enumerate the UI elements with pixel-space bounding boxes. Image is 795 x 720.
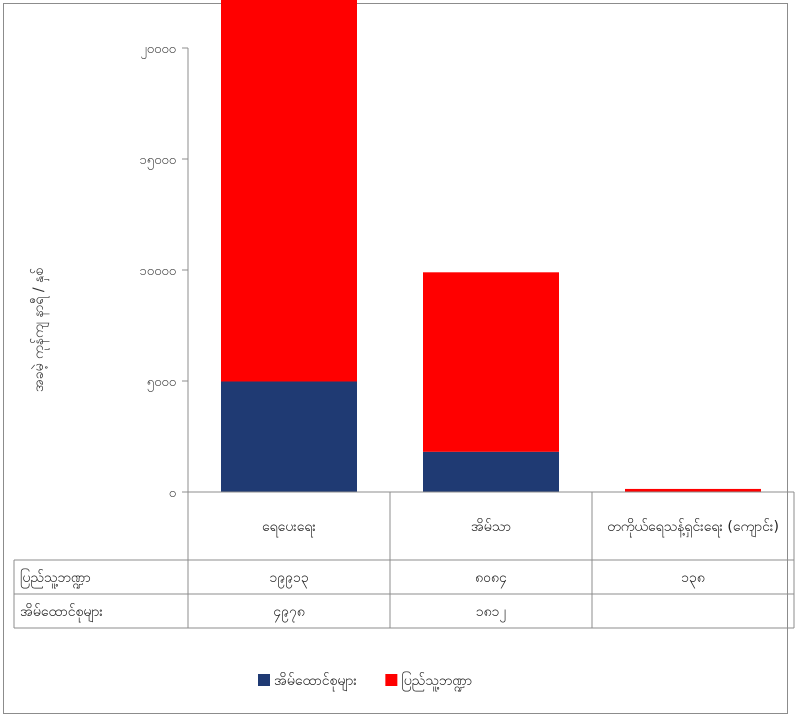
bar-segment <box>221 381 357 492</box>
bar-segment <box>221 0 357 382</box>
bar-segment <box>625 488 761 492</box>
bar-segment <box>423 272 559 452</box>
table-row-header: အိမ်ထောင်စုများ <box>20 604 103 622</box>
plot-area: ၀ ၅၀၀၀ ၁၀၀၀၀ ၁၅၀၀၀ ၂၀၀၀၀ <box>139 0 761 501</box>
table-row-header: ပြည်သူ့ဘဏ္ဍာ <box>20 569 91 588</box>
legend-swatch <box>258 674 270 686</box>
y-tick-label: ၁၅၀၀၀ <box>139 153 176 170</box>
table-cell: ၄၉၇၈ <box>273 604 305 622</box>
table-cell: ၁၈၁၂ <box>476 604 507 622</box>
category-label: ရေပေးရေး <box>262 519 316 537</box>
table-cell: ၁၉၉၁၃ <box>269 570 308 588</box>
table-cell: ၈၀၈၄ <box>475 570 507 588</box>
category-label: တကိုယ်ရေသန့်ရှင်းရေး (ကျောင်း) <box>607 519 779 537</box>
bar-segment <box>423 451 559 492</box>
y-tick-label: ၅၀၀၀ <box>147 375 176 392</box>
legend-label: ပြည်သူ့ဘဏ္ဍာ <box>401 672 472 691</box>
y-axis-label: အခမဲ့ ကုန်ကျ နာရီ / နှစ် <box>31 268 49 392</box>
legend: အိမ်ထောင်စုများ ပြည်သူ့ဘဏ္ဍာ <box>258 672 472 691</box>
y-tick-label: ၂၀၀၀၀ <box>140 42 176 59</box>
y-tick-label: ၀ <box>169 486 176 501</box>
table-cell: ၁၃၈ <box>681 570 705 588</box>
chart-frame <box>3 3 788 714</box>
data-table: ရေပေးရေး အိမ်သာ တကိုယ်ရေသန့်ရှင်းရေး (ကျော… <box>13 491 795 629</box>
y-tick-label: ၁၀၀၀၀ <box>139 264 176 279</box>
category-label: အိမ်သာ <box>471 519 511 535</box>
legend-label: အိမ်ထောင်စုများ <box>274 673 357 691</box>
legend-swatch <box>385 674 398 686</box>
